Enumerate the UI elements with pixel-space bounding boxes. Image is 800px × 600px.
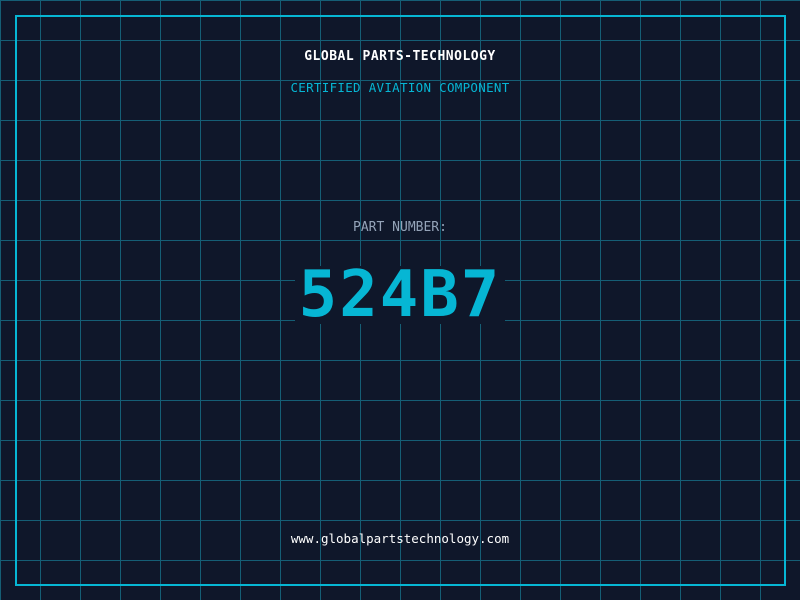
website-url: www.globalpartstechnology.com — [290, 531, 510, 546]
part-number-label: PART NUMBER: — [353, 220, 447, 235]
company-name: GLOBAL PARTS-TECHNOLOGY — [304, 49, 496, 64]
part-number-value: 524B7 — [294, 263, 506, 327]
certification-subtitle: CERTIFIED AVIATION COMPONENT — [290, 80, 510, 95]
border-frame — [15, 15, 786, 586]
